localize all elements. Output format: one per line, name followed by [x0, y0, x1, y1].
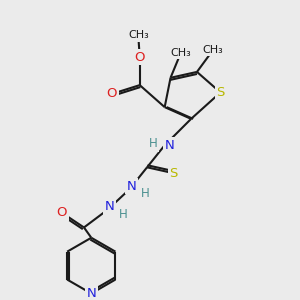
Text: O: O: [57, 206, 67, 219]
Text: CH₃: CH₃: [128, 30, 148, 40]
Text: O: O: [106, 87, 117, 101]
Text: CH₃: CH₃: [170, 48, 191, 58]
Text: O: O: [134, 51, 145, 64]
Text: H: H: [141, 187, 150, 200]
Text: N: N: [127, 180, 137, 193]
Text: H: H: [149, 137, 158, 150]
Text: N: N: [105, 200, 115, 213]
Text: S: S: [216, 86, 225, 99]
Text: CH₃: CH₃: [203, 45, 224, 55]
Text: S: S: [169, 167, 178, 180]
Text: H: H: [119, 208, 128, 221]
Text: N: N: [165, 139, 175, 152]
Text: N: N: [86, 287, 96, 300]
